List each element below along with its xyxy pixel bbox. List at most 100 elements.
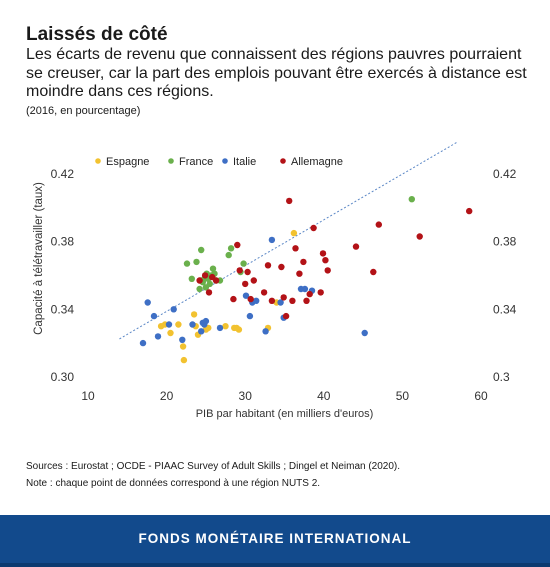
data-point-allemagne: [416, 233, 423, 240]
data-point-espagne: [179, 343, 187, 350]
legend-marker: [280, 158, 286, 164]
data-point-italie: [277, 299, 284, 306]
chart-subtitle: Les écarts de revenu que connaissent des…: [26, 46, 527, 100]
data-point-france: [227, 245, 235, 252]
data-point-allemagne: [268, 297, 276, 304]
legend-label: Allemagne: [291, 156, 343, 168]
data-point-france: [198, 246, 205, 254]
data-point-allemagne: [230, 295, 237, 303]
data-point-espagne: [190, 311, 198, 318]
data-point-italie: [165, 321, 173, 328]
data-point-allemagne: [370, 268, 377, 276]
data-point-allemagne: [260, 289, 268, 296]
data-point-allemagne: [352, 243, 360, 250]
data-point-allemagne: [282, 312, 290, 320]
data-point-espagne: [235, 326, 243, 333]
unit-label: (2016, en pourcentage): [26, 105, 141, 117]
trend-line-group: [119, 141, 458, 340]
data-point-espagne: [290, 229, 298, 237]
y-tick-label-right: 0.34: [493, 302, 517, 316]
data-point-allemagne: [205, 289, 213, 296]
data-point-allemagne: [247, 295, 254, 303]
data-point-espagne: [222, 323, 229, 330]
chart-legend: Espagne France Italie Allemagne: [95, 156, 343, 168]
y-tick-label-left: 0.34: [51, 302, 75, 316]
footnote: Note : chaque point de données correspon…: [26, 478, 321, 489]
data-point-allemagne: [250, 277, 257, 284]
data-point-italie: [216, 324, 224, 332]
page-title: Laissés de côté: [26, 24, 168, 45]
data-point-allemagne: [296, 270, 303, 277]
x-tick-label: 30: [239, 389, 253, 403]
data-point-allemagne: [317, 289, 324, 296]
data-point-espagne: [167, 329, 174, 337]
data-point-italie: [301, 285, 309, 293]
data-point-espagne: [180, 356, 188, 364]
data-point-france: [183, 260, 191, 267]
y-tick-label-left: 0.38: [51, 235, 75, 249]
data-point-allemagne: [236, 267, 243, 274]
data-point-allemagne: [244, 268, 251, 276]
x-tick-label: 20: [160, 389, 174, 403]
y-tick-label-right: 0.42: [493, 167, 517, 181]
data-point-italie: [202, 317, 210, 325]
y-axis-title: Capacité à télétravailler (taux): [33, 182, 45, 335]
data-point-allemagne: [322, 257, 329, 264]
data-point-italie: [268, 236, 276, 244]
data-point-italie: [139, 339, 147, 347]
trend-line: [119, 141, 458, 340]
data-point-allemagne: [234, 241, 241, 249]
legend-marker: [168, 158, 174, 164]
x-tick-label: 60: [474, 389, 488, 403]
data-point-italie: [253, 297, 260, 304]
legend-label: France: [179, 156, 213, 168]
data-point-allemagne: [319, 250, 327, 257]
y-tick-label-left: 0.42: [51, 167, 75, 181]
data-point-allemagne: [466, 207, 473, 215]
data-point-allemagne: [280, 294, 287, 301]
footer-label: FONDS MONÉTAIRE INTERNATIONAL: [138, 531, 412, 546]
x-tick-label: 50: [396, 389, 410, 403]
footer-banner: FONDS MONÉTAIRE INTERNATIONAL: [0, 515, 550, 567]
data-point-france: [408, 196, 415, 203]
x-tick-label: 40: [317, 389, 331, 403]
data-point-allemagne: [278, 263, 285, 271]
data-point-allemagne: [292, 245, 299, 252]
x-axis-title: PIB par habitant (en milliers d'euros): [196, 408, 374, 420]
data-point-allemagne: [212, 277, 220, 284]
data-point-italie: [144, 299, 151, 306]
footer-stripe: [0, 563, 550, 567]
y-tick-label-right: 0.3: [493, 370, 510, 384]
chart-axes: 10 20 30 40 50 60 0.30 0.3 0.34 0.34 0.38 0.38 0.42 0…: [33, 167, 517, 420]
data-point-italie: [361, 329, 368, 337]
data-point-allemagne: [310, 224, 317, 232]
data-point-italie: [179, 336, 186, 343]
sources-note: Sources : Eurostat ; OCDE - PIAAC Survey…: [26, 461, 401, 472]
data-points: [139, 196, 473, 364]
data-point-allemagne: [306, 290, 313, 298]
x-tick-label: 10: [81, 389, 95, 403]
data-point-italie: [154, 333, 162, 340]
data-point-allemagne: [242, 280, 249, 288]
data-point-italie: [170, 306, 177, 313]
data-point-france: [202, 284, 210, 291]
y-tick-label-left: 0.30: [51, 370, 75, 384]
data-point-france: [225, 251, 232, 259]
legend-marker: [222, 158, 228, 164]
data-point-allemagne: [303, 297, 310, 304]
data-point-france: [196, 285, 203, 293]
data-point-allemagne: [286, 197, 293, 205]
data-point-allemagne: [196, 277, 203, 284]
data-point-france: [240, 260, 247, 267]
data-point-allemagne: [324, 267, 331, 274]
data-point-allemagne: [201, 272, 209, 279]
data-point-italie: [262, 328, 269, 335]
data-point-france: [209, 265, 217, 272]
data-point-france: [193, 258, 200, 266]
data-point-italie: [150, 312, 158, 320]
data-point-espagne: [175, 321, 182, 328]
data-point-allemagne: [264, 262, 272, 269]
data-point-italie: [198, 328, 205, 335]
legend-label: Italie: [233, 156, 256, 168]
notes-block: Sources : Eurostat ; OCDE - PIAAC Survey…: [26, 458, 400, 492]
